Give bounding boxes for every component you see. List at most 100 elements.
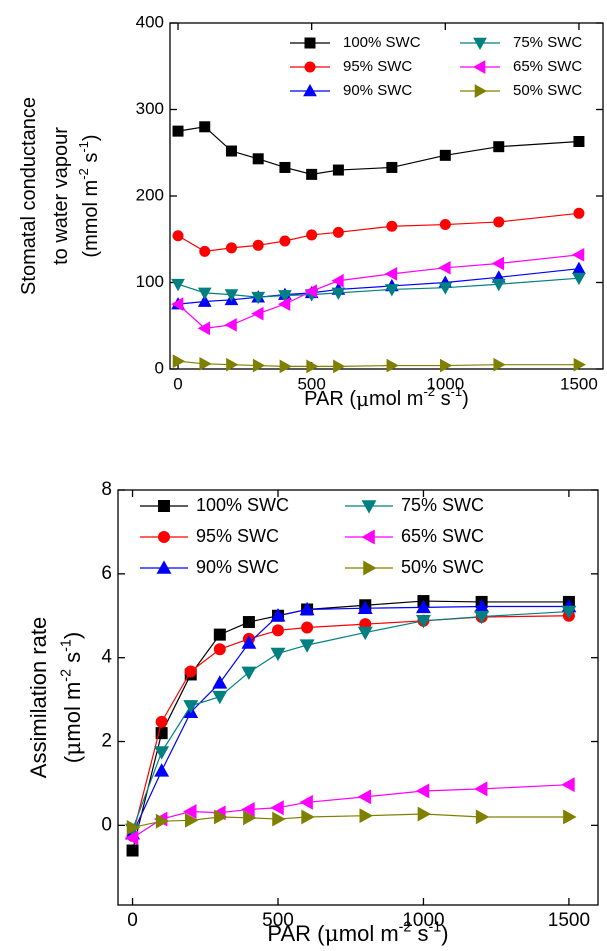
- legend-marker: [361, 500, 377, 514]
- y-axis-label: Assimilation rate: [26, 617, 51, 778]
- marker: [333, 359, 346, 374]
- marker: [279, 359, 292, 374]
- legend-label: 100% SWC: [343, 34, 421, 51]
- marker: [475, 809, 490, 825]
- marker: [126, 844, 139, 857]
- label-part: s: [80, 153, 102, 169]
- marker: [561, 777, 575, 793]
- marker: [474, 610, 490, 625]
- legend-marker: [473, 37, 487, 51]
- label-part: PAR (: [267, 921, 325, 946]
- label-part: μ: [324, 922, 338, 947]
- marker: [563, 809, 577, 825]
- marker: [199, 245, 211, 257]
- marker: [279, 161, 291, 173]
- marker: [199, 121, 211, 133]
- marker: [277, 297, 291, 311]
- label-part: μ: [356, 387, 369, 411]
- marker: [493, 216, 505, 228]
- marker: [440, 358, 453, 373]
- marker: [183, 804, 197, 819]
- legend-marker: [304, 37, 316, 49]
- marker: [170, 297, 184, 311]
- legend-label: 65% SWC: [513, 58, 582, 75]
- label-part: Assimilation rate: [26, 617, 51, 778]
- x-tick-label: 1500: [560, 374, 598, 393]
- y-tick-label: 0: [101, 814, 112, 835]
- marker: [386, 161, 398, 173]
- marker: [572, 272, 586, 286]
- marker: [172, 230, 184, 242]
- legend-marker: [303, 83, 317, 97]
- marker: [359, 808, 373, 824]
- series-line: [131, 610, 569, 830]
- marker: [251, 306, 264, 321]
- marker: [572, 261, 586, 274]
- marker: [331, 287, 346, 300]
- marker: [493, 141, 505, 153]
- label-part: to water vapour: [50, 127, 72, 265]
- series-line: [177, 268, 580, 305]
- marker: [124, 830, 139, 846]
- marker: [213, 628, 226, 641]
- legend-label: 100% SWC: [196, 495, 289, 515]
- legend-marker: [363, 560, 377, 576]
- series-line: [132, 813, 569, 829]
- label-part: -2: [423, 384, 435, 399]
- marker: [224, 289, 239, 302]
- marker: [493, 357, 506, 372]
- marker: [571, 247, 585, 262]
- marker: [155, 813, 170, 829]
- marker: [301, 621, 314, 634]
- x-tick-label: 0: [173, 374, 182, 393]
- marker: [252, 153, 264, 165]
- label-part: mol m: [339, 921, 399, 946]
- marker: [299, 794, 313, 810]
- x-axis-label: PAR (μmol m-2 s-1): [304, 384, 469, 410]
- marker: [183, 700, 199, 714]
- x-tick-label: 0: [127, 910, 138, 931]
- legend-marker: [158, 531, 170, 543]
- marker: [278, 290, 292, 303]
- legend-marker: [304, 61, 316, 73]
- series-line: [132, 784, 569, 839]
- marker: [154, 746, 170, 760]
- marker: [332, 226, 344, 238]
- marker: [491, 278, 506, 292]
- marker: [299, 601, 315, 616]
- marker: [270, 800, 284, 816]
- series-line: [177, 254, 580, 329]
- marker: [386, 358, 399, 373]
- y-tick-label: 2: [101, 731, 112, 752]
- marker: [415, 783, 430, 799]
- marker: [252, 239, 264, 251]
- marker: [438, 260, 451, 275]
- x-tick-label: 500: [297, 374, 325, 393]
- marker: [184, 812, 199, 828]
- marker: [438, 282, 453, 295]
- y-axis-label: Stomatal conductance: [18, 97, 40, 295]
- marker: [439, 149, 451, 161]
- y-axis-label: to water vapour: [50, 127, 72, 265]
- legend-label: 75% SWC: [513, 34, 582, 51]
- marker: [251, 291, 266, 305]
- marker: [416, 599, 431, 614]
- marker: [384, 267, 398, 281]
- series-line: [132, 605, 569, 834]
- marker: [252, 358, 266, 373]
- chart: 0 500 1000 1500 0 100 200 300 400 100% SWC 95% SWC…: [136, 12, 604, 393]
- label-part: -2: [76, 168, 91, 180]
- marker: [439, 219, 451, 231]
- label-part: (mmol m: [80, 180, 102, 258]
- marker: [417, 806, 432, 822]
- label-part: -2: [399, 919, 412, 935]
- legend-marker: [472, 60, 486, 74]
- marker: [384, 284, 399, 297]
- marker: [242, 616, 255, 629]
- label-part: μ: [61, 742, 86, 756]
- marker: [241, 801, 255, 817]
- marker: [301, 809, 315, 825]
- plot-frame: [117, 489, 599, 906]
- marker: [270, 608, 286, 622]
- marker: [241, 635, 257, 649]
